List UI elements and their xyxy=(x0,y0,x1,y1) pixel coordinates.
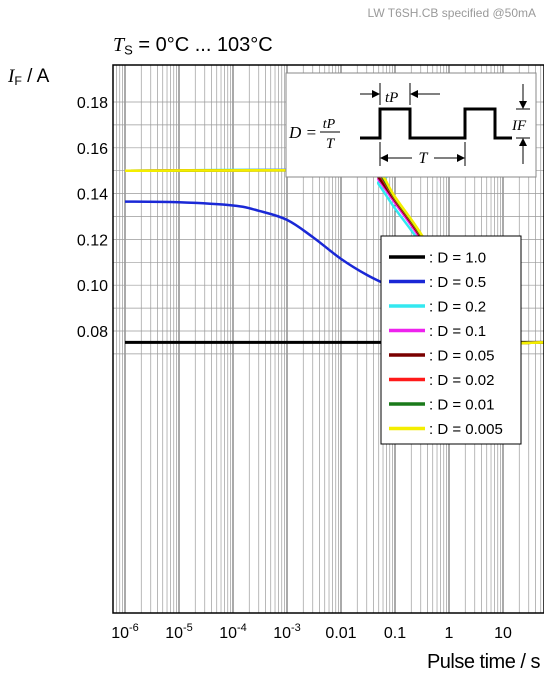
legend-box xyxy=(380,235,522,445)
legend-label: : D = 0.005 xyxy=(429,421,503,438)
y-axis-symbol: I xyxy=(8,66,15,87)
inset-formula-numerator: tP xyxy=(323,117,336,132)
legend-label: : D = 0.05 xyxy=(429,348,494,365)
temperature-subscript: S xyxy=(124,42,133,58)
y-tick-label: 0.16 xyxy=(77,141,108,158)
x-tick-labels: 10-6 10-5 10-4 10-3 0.01 0.1 1 10 xyxy=(111,622,512,642)
y-axis-subscript: F xyxy=(14,74,22,89)
y-tick-label: 0.10 xyxy=(77,278,108,295)
legend-label: : D = 0.5 xyxy=(429,274,486,291)
y-tick-label: 0.12 xyxy=(77,232,108,249)
y-tick-label: 0.08 xyxy=(77,324,108,341)
x-tick-label: 10-4 xyxy=(219,622,247,642)
x-tick-label: 10-3 xyxy=(273,622,301,642)
x-tick-label: 10-6 xyxy=(111,622,139,642)
legend-label: : D = 0.01 xyxy=(429,397,494,414)
x-tick-label: 0.01 xyxy=(325,625,356,642)
x-tick-label: 10 xyxy=(494,625,512,642)
inset-current-arrow-bottom xyxy=(519,138,527,146)
temperature-range: = 0°C ... 103°C xyxy=(132,34,273,56)
y-axis-label: IF / A xyxy=(8,66,49,88)
x-axis-label: Pulse time / s xyxy=(426,651,541,673)
x-tick-label: 1 xyxy=(445,625,454,642)
x-tick-label: 0.1 xyxy=(384,625,406,642)
legend-label: : D = 0.02 xyxy=(429,372,494,389)
inset-pulse-waveform xyxy=(360,107,512,140)
temperature-symbol: T xyxy=(113,34,125,56)
x-tick-label: 10-5 xyxy=(165,622,193,642)
watermark-text: LW T6SH.CB specified @50mA xyxy=(367,6,536,20)
plot-frame xyxy=(112,64,544,614)
y-tick-label: 0.18 xyxy=(77,95,108,112)
inset-current-arrow-top xyxy=(519,101,527,109)
inset-tp-arrow-right xyxy=(410,90,418,98)
inset-period-arrow-left xyxy=(380,154,388,162)
inset-tp-arrow-left xyxy=(372,90,380,98)
inset-formula-lhs: D = xyxy=(288,123,317,142)
inset-current-label: IF xyxy=(511,118,527,134)
legend-label: : D = 0.1 xyxy=(429,323,486,340)
legend: : D = 1.0 : D = 0.5 : D = 0.2 : D = 0.1 : D … xyxy=(380,235,522,445)
legend-label: : D = 1.0 xyxy=(429,250,486,267)
temperature-range-label: TS = 0°C ... 103°C xyxy=(113,34,273,57)
y-axis-unit: / A xyxy=(21,66,50,87)
y-tick-labels: 0.08 0.10 0.12 0.14 0.16 0.18 xyxy=(77,95,108,341)
legend-label: : D = 0.2 xyxy=(429,299,486,316)
inset-period-label: T xyxy=(419,150,429,167)
y-tick-label: 0.14 xyxy=(77,187,108,204)
duty-cycle-inset: D = tP T tP T IF xyxy=(285,72,537,178)
inset-formula-denominator: T xyxy=(326,136,336,152)
inset-period-arrow-right xyxy=(457,154,465,162)
inset-pulse-label: tP xyxy=(385,90,398,106)
